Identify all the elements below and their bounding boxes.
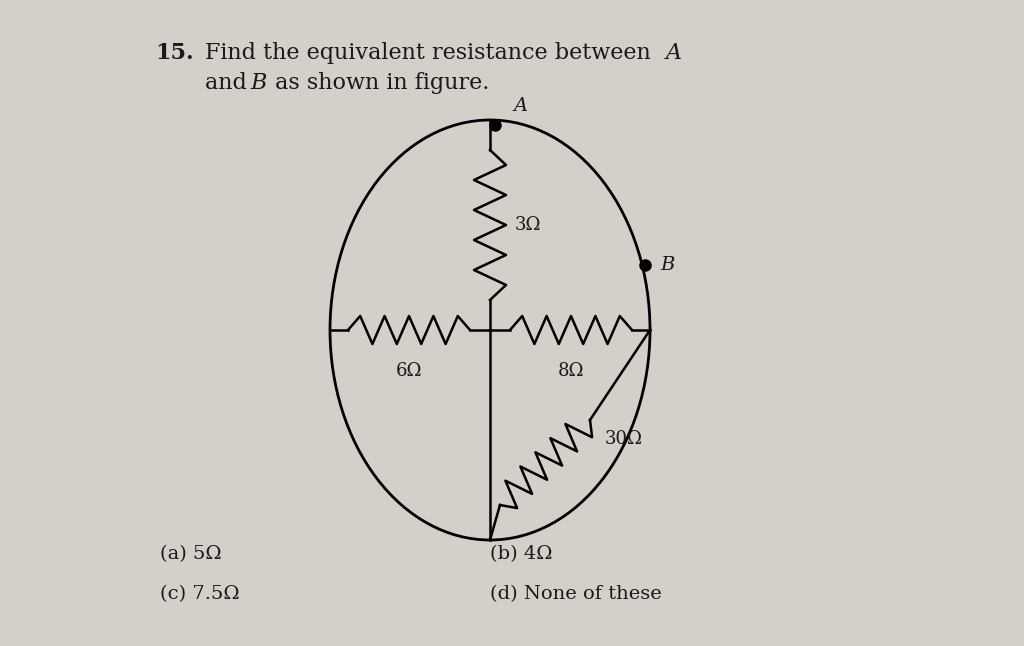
Text: (b) 4Ω: (b) 4Ω	[490, 545, 553, 563]
Text: 15.: 15.	[155, 42, 194, 64]
Text: as shown in figure.: as shown in figure.	[268, 72, 489, 94]
Text: A: A	[513, 97, 527, 115]
Text: 30Ω: 30Ω	[605, 430, 643, 448]
Text: (c) 7.5Ω: (c) 7.5Ω	[160, 585, 240, 603]
Text: 6Ω: 6Ω	[395, 362, 422, 380]
Text: 8Ω: 8Ω	[558, 362, 585, 380]
Text: and: and	[205, 72, 254, 94]
Text: B: B	[660, 256, 675, 274]
Text: (d) None of these: (d) None of these	[490, 585, 662, 603]
Text: 3Ω: 3Ω	[515, 216, 542, 234]
Text: B: B	[250, 72, 266, 94]
Text: (a) 5Ω: (a) 5Ω	[160, 545, 221, 563]
Text: Find the equivalent resistance between: Find the equivalent resistance between	[205, 42, 657, 64]
Text: A: A	[666, 42, 682, 64]
